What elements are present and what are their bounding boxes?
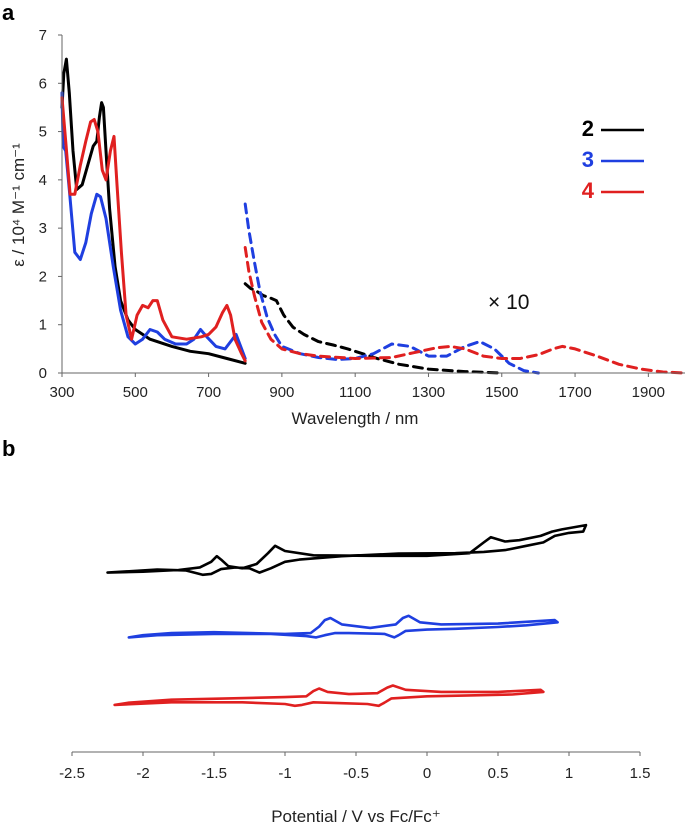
- legend-label-3: 3: [582, 147, 594, 172]
- y-tick-label: 5: [39, 124, 47, 141]
- panel-b-label: b: [2, 436, 15, 461]
- x-tick-label: 1100: [339, 384, 371, 401]
- cv-trace-4: [113, 684, 545, 708]
- cv-trace-3: [127, 614, 559, 639]
- cv-x-tick-label: -1: [278, 765, 291, 782]
- x-tick-label: 1500: [485, 384, 518, 401]
- x-tick-label: 1900: [632, 384, 665, 401]
- y-tick-label: 1: [39, 317, 47, 334]
- series-4-solid-line: [60, 96, 247, 363]
- y-tick-label: 2: [39, 268, 47, 285]
- x-tick-label: 500: [123, 384, 148, 401]
- panel-b-x-axis-title: Potential / V vs Fc/Fc⁺: [271, 807, 441, 826]
- x-tick-label: 900: [269, 384, 294, 401]
- legend-label-4: 4: [582, 178, 595, 203]
- cv-x-tick-label: -2: [136, 765, 149, 782]
- cv-x-tick-label: 0.5: [488, 765, 509, 782]
- cv-x-tick-label: 0: [423, 765, 431, 782]
- panel-a-y-axis-title: ε / 10⁴ M⁻¹ cm⁻¹: [9, 143, 28, 267]
- y-tick-label: 6: [39, 75, 47, 92]
- y-tick-label: 3: [39, 220, 47, 237]
- y-tick-label: 7: [39, 27, 47, 44]
- panel-a-legend: 2 3 4: [582, 116, 644, 203]
- series-3-dashed-line: [243, 202, 540, 375]
- x-tick-label: 1700: [558, 384, 591, 401]
- panel-a-series: [60, 57, 685, 375]
- series-2-solid-line: [60, 57, 247, 365]
- series-4-dashed-line: [243, 246, 685, 375]
- x-tick-label: 1300: [412, 384, 445, 401]
- series-2-dashed-line: [243, 282, 504, 375]
- series-3-solid-line: [60, 91, 247, 360]
- cv-x-tick-label: -2.5: [59, 765, 85, 782]
- x-tick-label: 300: [49, 384, 74, 401]
- panel-b-x-ticks: -2.5 -2 -1.5 -1 -0.5 0 0.5 1 1.5: [59, 752, 650, 782]
- panel-a-annotation: × 10: [488, 291, 529, 314]
- legend-label-2: 2: [582, 116, 594, 141]
- panel-a-x-axis-title: Wavelength / nm: [292, 409, 419, 428]
- y-tick-label: 4: [39, 172, 47, 189]
- cv-x-tick-label: 1.5: [630, 765, 651, 782]
- x-tick-label: 700: [196, 384, 221, 401]
- cv-x-tick-label: 1: [565, 765, 573, 782]
- panel-a-y-ticks: 0 1 2 3 4 5 6 7: [39, 27, 62, 382]
- cv-x-tick-label: -1.5: [201, 765, 227, 782]
- panel-a-x-ticks: 300 500 700 900 1100 1300 1500 1700 1900: [49, 373, 665, 401]
- panel-a-label: a: [2, 0, 15, 25]
- panel-b-series: [106, 523, 588, 708]
- cv-trace-2: [106, 523, 588, 577]
- cv-x-tick-label: -0.5: [343, 765, 369, 782]
- y-tick-label: 0: [39, 365, 47, 382]
